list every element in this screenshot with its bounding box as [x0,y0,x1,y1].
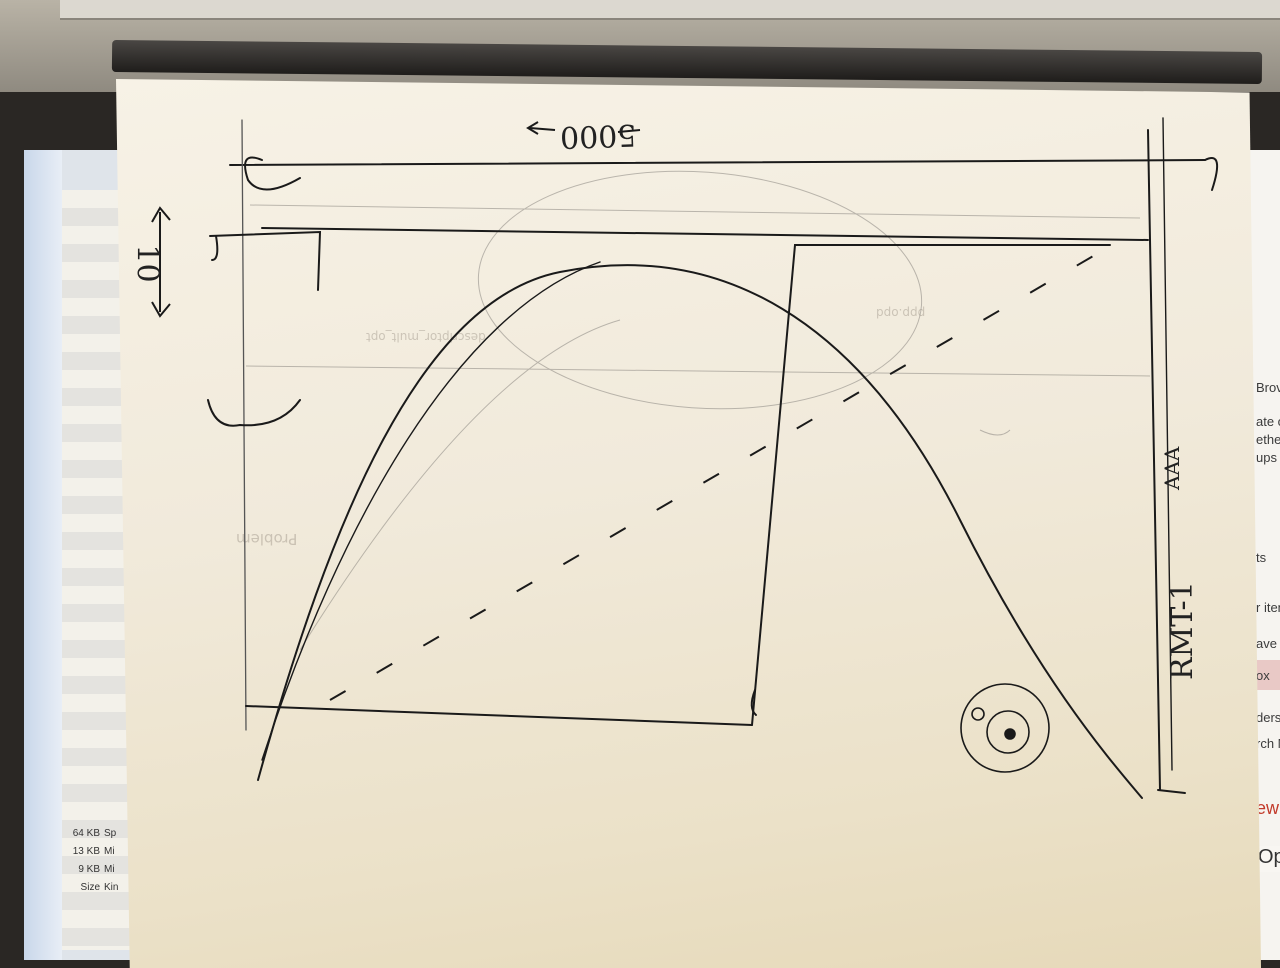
side-note-label: AAA [1160,446,1184,490]
finder-sidebar-strip [24,150,62,960]
band-line [261,227,1149,241]
file-row[interactable]: 9 KB Mi [78,864,115,875]
target-circle [960,683,1050,773]
file-row[interactable]: 13 KB Mi [72,846,115,857]
partial-text: ox [1256,668,1270,683]
partial-text: ders [1256,710,1280,725]
right-frame-line-inner [1162,117,1173,771]
partial-text: ether [1256,432,1280,447]
bracket-mark [244,156,301,191]
background-screen-left [24,150,134,960]
top-frame-line [229,159,1206,166]
pencil-guide-line [245,365,1151,377]
pencil-guide-line [979,429,1011,436]
pencil-guide-line [249,204,1141,219]
partial-text: Brov [1256,380,1280,395]
partial-text: ew [1256,798,1280,818]
rectangle-foot-mark [750,689,757,716]
top-frame-hook [1204,157,1219,191]
partial-text: ate o [1256,414,1280,429]
width-label: 5000 [559,116,637,155]
height-arrow [151,206,171,318]
pencil-curve [299,319,621,651]
partial-text: r item [1256,600,1280,615]
partial-text: ave [1256,636,1277,651]
pencil-ellipse [477,170,923,410]
baseline [245,705,753,726]
monitor-bezel [60,0,1280,20]
arch-inner-curve [261,261,601,761]
bracket-mark [209,230,322,291]
highlight-chip [1256,660,1280,690]
right-frame-foot [1157,789,1186,794]
arch-curve [257,264,1143,799]
width-arrows [526,121,641,135]
tall-rectangle [751,244,1111,726]
height-label: 10 [129,244,165,283]
sketch-paper: Problem descriptor_mult_opt ppp.opd [116,78,1261,968]
bracket-mark [211,235,219,261]
file-list-header[interactable]: Size Kin [80,882,119,893]
file-row[interactable]: 64 KB Sp [72,828,117,839]
partial-text: ts [1256,550,1267,565]
right-frame-line [1147,129,1161,791]
dashed-diagonal [329,254,1096,701]
partial-text: ups b [1256,450,1280,465]
partial-text: rch M [1256,736,1280,751]
bracket-mark [207,399,301,427]
vertical-label: RMT-1 [1165,581,1200,680]
